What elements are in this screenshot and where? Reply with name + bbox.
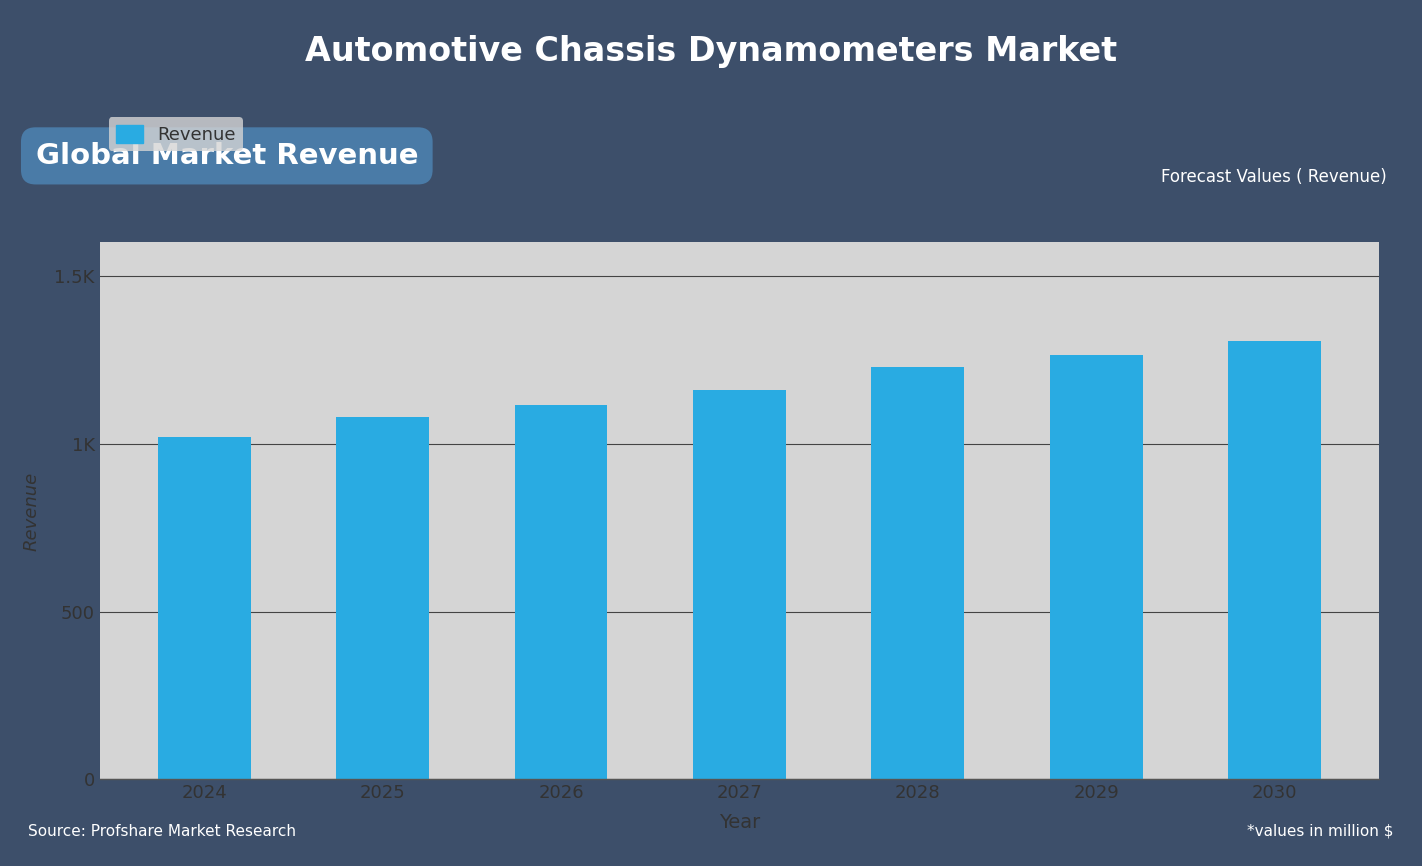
Text: Forecast Values ( Revenue): Forecast Values ( Revenue) (1160, 168, 1386, 185)
Text: *values in million $: *values in million $ (1247, 824, 1394, 839)
Bar (1229, 341, 1321, 779)
Bar (158, 437, 250, 779)
Text: Automotive Chassis Dynamometers Market: Automotive Chassis Dynamometers Market (304, 36, 1118, 68)
Legend: Revenue: Revenue (108, 117, 243, 151)
Bar (872, 366, 964, 779)
X-axis label: Year: Year (718, 813, 761, 832)
Y-axis label: Revenue: Revenue (23, 471, 40, 551)
Bar (336, 417, 429, 779)
Bar (693, 390, 786, 779)
Text: Global Market Revenue: Global Market Revenue (36, 142, 418, 170)
Text: Source: Profshare Market Research: Source: Profshare Market Research (28, 824, 296, 839)
Bar (515, 405, 607, 779)
Bar (1049, 355, 1143, 779)
